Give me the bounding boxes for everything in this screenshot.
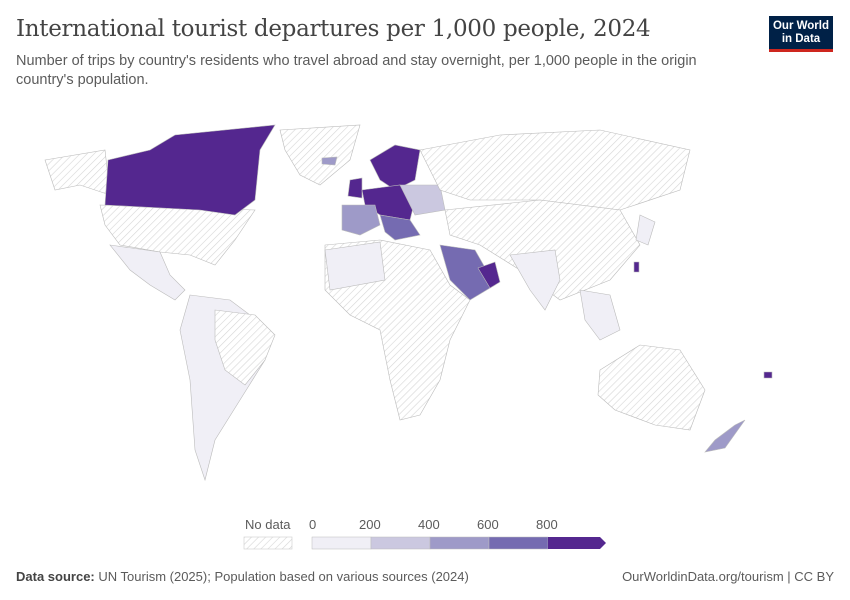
legend-tick-400: 400 (418, 517, 440, 532)
legend-bin-2[interactable] (429, 536, 490, 550)
region-iceland[interactable] (321, 156, 338, 166)
region-japan[interactable] (635, 214, 656, 246)
region-canada[interactable] (104, 124, 276, 216)
region-se-asia[interactable] (579, 289, 621, 341)
region-fiji[interactable] (763, 371, 773, 379)
owid-logo[interactable]: Our World in Data (769, 16, 833, 52)
region-usa[interactable] (99, 204, 256, 266)
world-map (44, 124, 773, 482)
region-saudi-arabia[interactable] (439, 244, 496, 301)
legend-bar (243, 536, 606, 550)
legend-tick-0: 0 (309, 517, 317, 532)
region-new-zealand[interactable] (704, 419, 746, 453)
legend-bin-4[interactable] (548, 537, 606, 549)
region-mexico[interactable] (109, 244, 186, 301)
legend-bin-1[interactable] (370, 536, 431, 550)
legend-bin-0[interactable] (311, 536, 372, 550)
region-greenland[interactable] (279, 124, 361, 186)
region-brazil[interactable] (214, 309, 276, 386)
chart-subtitle: Number of trips by country's residents w… (16, 53, 697, 88)
region-africa[interactable] (324, 239, 471, 421)
region-australia[interactable] (597, 344, 706, 431)
region-italy-balkans[interactable] (379, 214, 421, 241)
legend-tick-600: 600 (477, 517, 499, 532)
source-url-link[interactable]: OurWorldinData.org/tourism (622, 569, 784, 584)
region-nordics[interactable] (369, 144, 421, 191)
region-france-spain[interactable] (341, 204, 381, 236)
legend-bin-3[interactable] (488, 536, 549, 550)
region-gulf[interactable] (477, 261, 501, 289)
data-source-label: Data source: (16, 569, 95, 584)
license-link[interactable]: CC BY (794, 569, 834, 584)
region-alaska[interactable] (44, 149, 111, 196)
data-source: Data source: UN Tourism (2025); Populati… (16, 569, 469, 584)
chart-title: International tourist departures per 1,0… (16, 16, 651, 42)
region-uk[interactable] (347, 177, 363, 199)
region-south-asia[interactable] (509, 249, 561, 311)
footer-right: OurWorldinData.org/tourism | CC BY (622, 569, 834, 584)
data-source-text: UN Tourism (2025); Population based on v… (98, 569, 469, 584)
legend-tick-200: 200 (359, 517, 381, 532)
region-taiwan[interactable] (633, 261, 640, 273)
legend-tick-800: 800 (536, 517, 558, 532)
legend-no-data-swatch (243, 536, 293, 550)
region-asia[interactable] (444, 199, 641, 301)
legend-no-data-label: No data (245, 517, 291, 532)
region-north-africa[interactable] (324, 241, 386, 291)
region-russia[interactable] (419, 129, 691, 211)
